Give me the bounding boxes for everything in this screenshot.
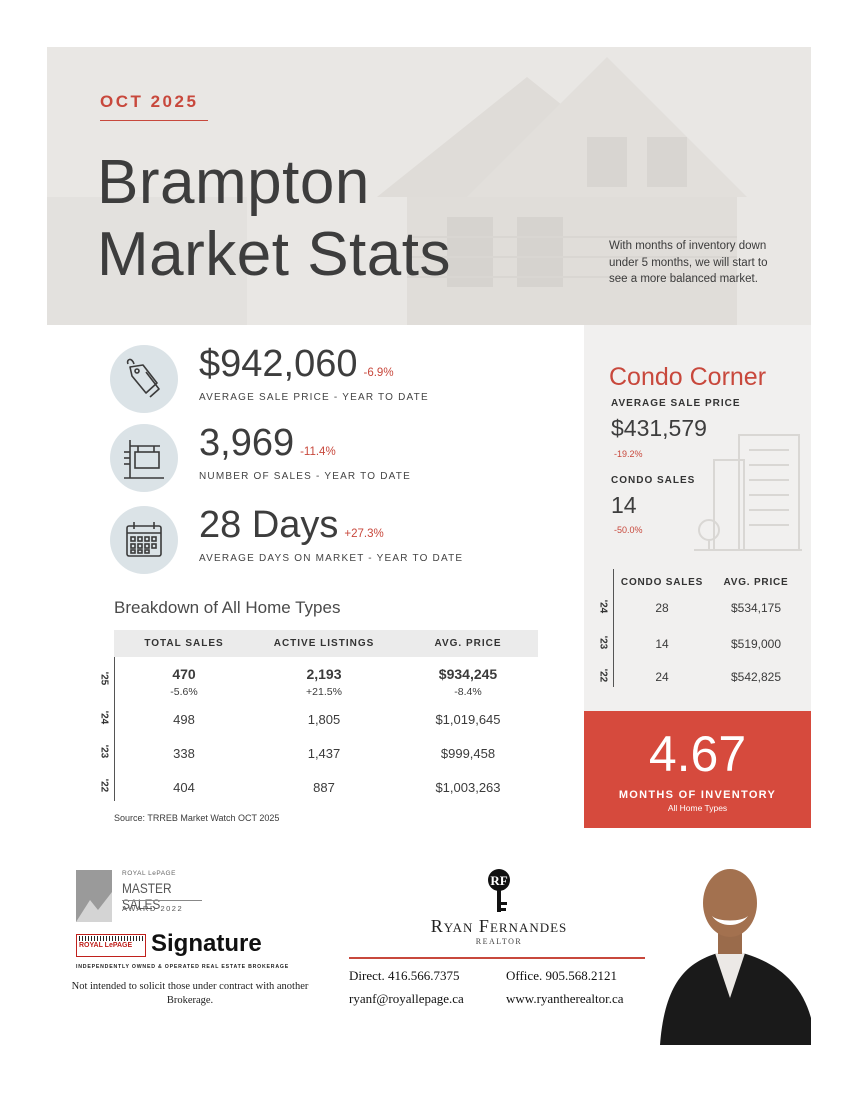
title-line-2: Market Stats (97, 220, 451, 289)
condo-row-year: '24 (597, 599, 609, 614)
price-tag-icon (110, 345, 178, 413)
stat-change: +27.3% (344, 528, 384, 540)
row-year: '24 (98, 710, 110, 725)
office-phone[interactable]: Office. 905.568.2121 (506, 968, 617, 983)
breakdown-title: Breakdown of All Home Types (114, 598, 341, 617)
title-line-1: Brampton (97, 148, 370, 217)
condo-avg-price: $431,579 (611, 415, 707, 441)
cell-total-sales: 338 (173, 746, 195, 761)
condo-cell-sales: 14 (655, 637, 669, 651)
stat-number: 28 Days (199, 504, 339, 546)
condo-avg-price-label: AVERAGE SALE PRICE (611, 398, 741, 409)
condo-title: Condo Corner (609, 363, 767, 391)
condo-row-year: '22 (597, 668, 609, 683)
hero-banner: OCT 2025 Brampton Market Stats With mont… (47, 47, 811, 325)
condo-cell-sales: 28 (655, 601, 669, 615)
cell-avg-price: $934,245 (438, 666, 498, 682)
cell-total-sales: 498 (173, 712, 195, 727)
condo-cell-sales: 24 (655, 670, 669, 684)
stat-number-of-sales: 3,969 -11.4% NUMBER OF SALES - YEAR TO DA… (110, 422, 570, 494)
cell-total-sales: 404 (173, 780, 195, 795)
direct-phone[interactable]: Direct. 416.566.7375 (349, 968, 460, 983)
col-avg-price: AVG. PRICE (434, 638, 502, 649)
agent-divider (349, 957, 645, 959)
market-note: With months of inventory down under 5 mo… (609, 240, 768, 285)
key-logo-icon: RF (488, 869, 510, 912)
brand-tagline: INDEPENDENTLY OWNED & OPERATED REAL ESTA… (76, 964, 289, 970)
inventory-sub: All Home Types (667, 803, 728, 813)
cell-change: -8.4% (454, 686, 482, 698)
cell-active-listings: 887 (313, 780, 335, 795)
award-mountain-icon (76, 870, 112, 922)
condo-col-sales: CONDO SALES (620, 577, 704, 588)
source-note: Source: TRREB Market Watch OCT 2025 (114, 813, 280, 823)
months-of-inventory-panel: 4.67 MONTHS OF INVENTORY All Home Types (584, 711, 811, 828)
stat-change: -11.4% (300, 446, 336, 458)
condo-corner-panel: Condo Corner AVERAGE SALE PRICE $431,579… (584, 325, 811, 711)
stat-label: AVERAGE DAYS ON MARKET - YEAR TO DATE (199, 553, 464, 564)
cell-total-sales: 470 (172, 666, 196, 682)
royal-lepage-badge: ROYAL LePAGE (76, 934, 146, 957)
sale-sign-icon (110, 424, 178, 492)
cell-active-listings: 2,193 (306, 666, 342, 682)
stat-number: 3,969 (199, 422, 295, 464)
condo-sales: 14 (611, 492, 637, 518)
row-year: '25 (98, 671, 110, 686)
condo-building-icon (694, 434, 802, 551)
stat-change: -6.9% (363, 367, 394, 379)
cell-change: +21.5% (306, 686, 342, 698)
award-year-text: AWARD 2022 (122, 904, 184, 913)
stat-value: 3,969 -11.4% (199, 422, 336, 465)
report-month: OCT 2025 (100, 92, 199, 111)
condo-table-divider (613, 569, 614, 687)
cell-avg-price: $999,458 (440, 746, 496, 761)
royal-lepage-text: ROYAL LePAGE (79, 942, 133, 949)
condo-cell-avg-price: $519,000 (730, 637, 782, 651)
stat-value: $942,060 -6.9% (199, 343, 394, 386)
col-active-listings: ACTIVE LISTINGS (273, 638, 375, 649)
condo-col-avg-price: AVG. PRICE (723, 577, 789, 588)
stat-average-sale-price: $942,060 -6.9% AVERAGE SALE PRICE - YEAR … (110, 343, 570, 415)
condo-avg-price-change: -19.2% (614, 449, 643, 459)
condo-cell-avg-price: $542,825 (730, 670, 782, 684)
stat-label: AVERAGE SALE PRICE - YEAR TO DATE (199, 392, 429, 403)
agent-name: Ryan Fernandes (430, 916, 568, 936)
cell-active-listings: 1,805 (307, 712, 341, 727)
table-divider (114, 657, 115, 801)
row-year: '22 (98, 778, 110, 793)
month-underline (100, 120, 208, 121)
page-title: Brampton Market Stats (97, 147, 451, 291)
stat-days-on-market: 28 Days +27.3% AVERAGE DAYS ON MARKET - Y… (110, 504, 570, 576)
condo-cell-avg-price: $534,175 (730, 601, 782, 615)
cell-avg-price: $1,019,645 (435, 712, 501, 727)
breakdown-table-header: TOTAL SALES ACTIVE LISTINGS AVG. PRICE (114, 630, 538, 657)
calendar-icon (110, 506, 178, 574)
cell-avg-price: $1,003,263 (435, 780, 501, 795)
svg-text:RF: RF (490, 873, 507, 888)
award-small-text: ROYAL LePAGE (122, 870, 176, 877)
signature-wordmark: Signature (151, 930, 262, 957)
cell-change: -5.6% (170, 686, 198, 698)
condo-row-year: '23 (597, 635, 609, 650)
disclaimer-text: Not intended to solicit those under cont… (71, 981, 309, 1006)
stat-label: NUMBER OF SALES - YEAR TO DATE (199, 471, 411, 482)
barcode-graphic (79, 936, 143, 941)
agent-role: REALTOR (475, 937, 523, 946)
row-year: '23 (98, 744, 110, 759)
website-link[interactable]: www.ryantherealtor.ca (506, 991, 624, 1006)
email-link[interactable]: ryanf@royallepage.ca (349, 991, 464, 1006)
agent-portrait (650, 858, 811, 1045)
stat-value: 28 Days +27.3% (199, 504, 384, 547)
award-divider (122, 900, 202, 901)
cell-active-listings: 1,437 (307, 746, 341, 761)
house-background-image (47, 47, 811, 325)
inventory-label: MONTHS OF INVENTORY (618, 789, 777, 801)
condo-sales-change: -50.0% (614, 525, 643, 535)
inventory-value: 4.67 (648, 726, 747, 782)
master-sales-award-logo: ROYAL LePAGE MASTER SALES AWARD 2022 (76, 870, 206, 922)
col-total-sales: TOTAL SALES (144, 638, 224, 649)
condo-sales-label: CONDO SALES (611, 475, 696, 486)
stat-number: $942,060 (199, 343, 358, 385)
